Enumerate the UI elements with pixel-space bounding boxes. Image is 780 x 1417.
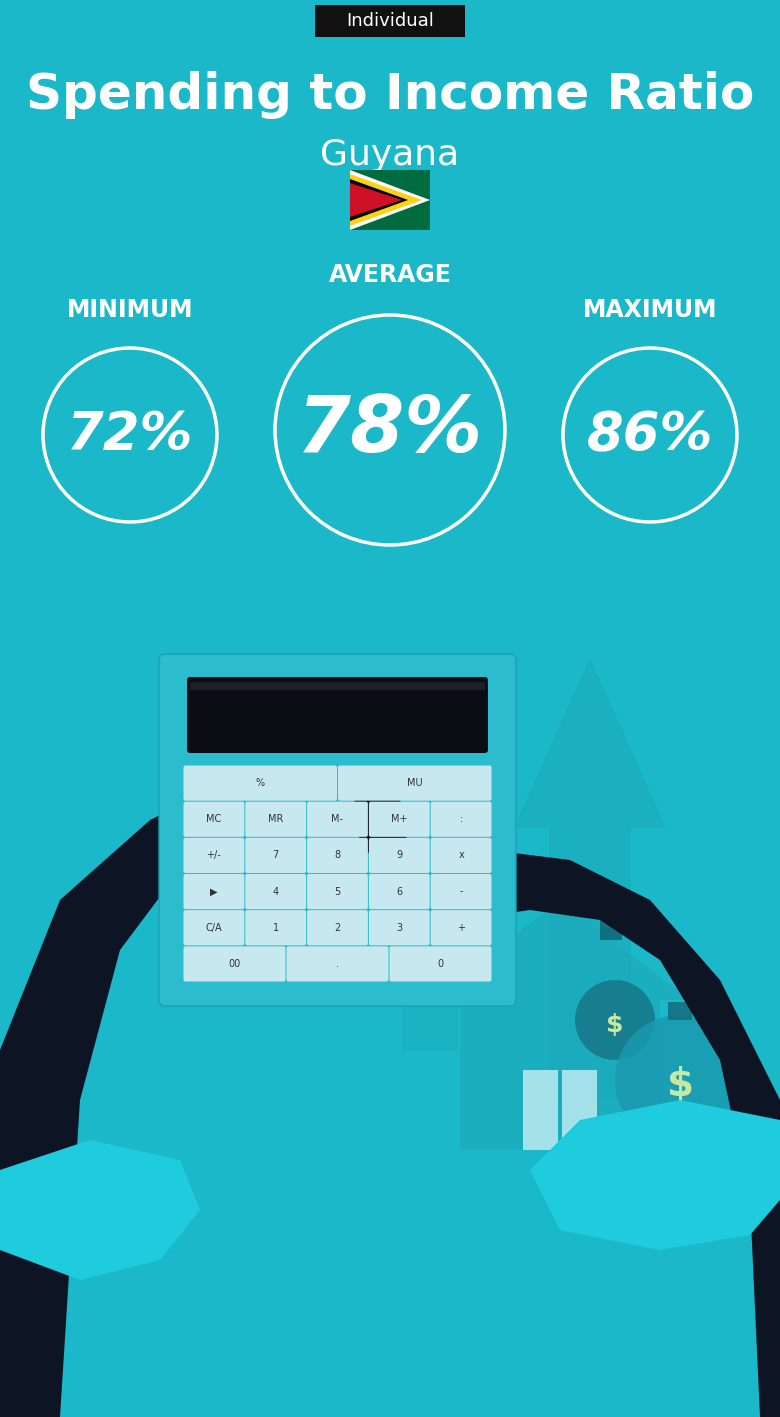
Bar: [590, 1152, 680, 1158]
Text: +: +: [457, 922, 465, 932]
Polygon shape: [350, 179, 408, 221]
Text: $: $: [666, 1066, 693, 1104]
Bar: [590, 1141, 680, 1145]
Bar: [590, 1132, 680, 1136]
Bar: [190, 682, 485, 690]
FancyBboxPatch shape: [307, 874, 368, 910]
FancyBboxPatch shape: [431, 802, 491, 837]
Text: 72%: 72%: [67, 410, 193, 461]
Polygon shape: [515, 660, 665, 1100]
Bar: [590, 1136, 680, 1141]
FancyBboxPatch shape: [183, 947, 285, 982]
Text: $: $: [606, 1013, 624, 1037]
FancyBboxPatch shape: [183, 765, 337, 801]
Text: MU: MU: [407, 778, 423, 788]
Bar: [668, 1002, 692, 1020]
Text: Spending to Income Ratio: Spending to Income Ratio: [26, 71, 754, 119]
FancyBboxPatch shape: [307, 802, 368, 837]
FancyBboxPatch shape: [369, 874, 430, 910]
Bar: [590, 1144, 680, 1149]
Polygon shape: [350, 170, 430, 230]
Text: MC: MC: [206, 815, 222, 825]
FancyBboxPatch shape: [389, 947, 491, 982]
Polygon shape: [350, 183, 402, 217]
FancyBboxPatch shape: [369, 910, 430, 945]
Circle shape: [575, 981, 655, 1060]
Text: -: -: [459, 887, 463, 897]
FancyBboxPatch shape: [159, 655, 516, 1006]
FancyBboxPatch shape: [315, 6, 465, 37]
Polygon shape: [200, 750, 310, 850]
Bar: [600, 890, 622, 939]
Text: 6: 6: [396, 887, 402, 897]
Text: 0: 0: [438, 959, 444, 969]
Bar: [590, 1148, 680, 1153]
FancyBboxPatch shape: [183, 874, 244, 910]
Text: 78%: 78%: [297, 393, 483, 468]
Polygon shape: [350, 785, 410, 870]
FancyBboxPatch shape: [183, 910, 244, 945]
FancyBboxPatch shape: [286, 947, 388, 982]
Polygon shape: [0, 779, 260, 1417]
Text: %: %: [256, 778, 265, 788]
FancyBboxPatch shape: [307, 837, 368, 873]
FancyBboxPatch shape: [245, 874, 306, 910]
Text: .: .: [336, 959, 339, 969]
Bar: [562, 1070, 597, 1151]
Text: M-: M-: [332, 815, 343, 825]
Bar: [590, 1156, 680, 1161]
Text: AVERAGE: AVERAGE: [328, 264, 452, 288]
Text: Individual: Individual: [346, 11, 434, 30]
Polygon shape: [350, 174, 422, 225]
Text: M+: M+: [391, 815, 407, 825]
Text: 3: 3: [396, 922, 402, 932]
FancyBboxPatch shape: [245, 802, 306, 837]
Text: MINIMUM: MINIMUM: [67, 298, 193, 322]
Text: 4: 4: [273, 887, 278, 897]
Text: 5: 5: [335, 887, 341, 897]
Text: Guyana: Guyana: [321, 137, 459, 171]
Bar: [350, 170, 430, 230]
Polygon shape: [360, 850, 780, 1417]
Text: +/-: +/-: [207, 850, 222, 860]
Polygon shape: [430, 900, 690, 1000]
Polygon shape: [0, 1141, 200, 1280]
Text: ▶: ▶: [210, 887, 218, 897]
Text: 8: 8: [335, 850, 341, 860]
FancyBboxPatch shape: [431, 837, 491, 873]
FancyBboxPatch shape: [369, 802, 430, 837]
FancyBboxPatch shape: [307, 910, 368, 945]
Circle shape: [615, 1015, 745, 1145]
FancyBboxPatch shape: [245, 910, 306, 945]
Bar: [523, 1070, 558, 1151]
FancyBboxPatch shape: [183, 802, 244, 837]
FancyBboxPatch shape: [183, 837, 244, 873]
Text: x: x: [458, 850, 464, 860]
Text: MR: MR: [268, 815, 283, 825]
Text: 86%: 86%: [587, 410, 713, 461]
Text: :: :: [459, 815, 463, 825]
FancyBboxPatch shape: [431, 874, 491, 910]
Bar: [590, 1161, 680, 1165]
FancyBboxPatch shape: [338, 765, 491, 801]
Text: MAXIMUM: MAXIMUM: [583, 298, 718, 322]
FancyBboxPatch shape: [187, 677, 488, 752]
Text: 7: 7: [272, 850, 278, 860]
Polygon shape: [380, 700, 480, 1050]
FancyBboxPatch shape: [245, 837, 306, 873]
FancyBboxPatch shape: [431, 910, 491, 945]
Text: 9: 9: [396, 850, 402, 860]
Text: 1: 1: [273, 922, 278, 932]
Polygon shape: [280, 730, 350, 1000]
Polygon shape: [530, 1100, 780, 1250]
FancyBboxPatch shape: [369, 837, 430, 873]
Text: 00: 00: [229, 959, 240, 969]
Text: 2: 2: [335, 922, 341, 932]
Text: C/A: C/A: [206, 922, 222, 932]
Bar: [460, 1000, 660, 1151]
